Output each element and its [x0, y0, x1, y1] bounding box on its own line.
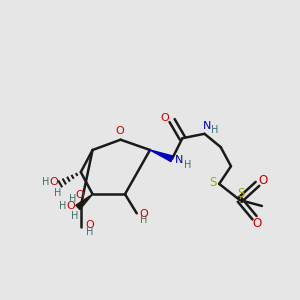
- Text: O: O: [49, 177, 58, 188]
- Text: O: O: [253, 217, 262, 230]
- Text: H: H: [71, 211, 79, 221]
- Text: N: N: [175, 155, 184, 165]
- Text: O: O: [66, 201, 75, 211]
- Polygon shape: [150, 150, 173, 162]
- Text: H: H: [184, 160, 191, 170]
- Text: H: H: [211, 125, 218, 135]
- Polygon shape: [76, 194, 93, 210]
- Text: H: H: [69, 194, 76, 204]
- Text: O: O: [75, 190, 84, 200]
- Text: H: H: [42, 177, 49, 188]
- Text: O: O: [85, 220, 94, 230]
- Text: S: S: [238, 187, 245, 200]
- Text: S: S: [210, 176, 217, 189]
- Text: H: H: [59, 201, 66, 211]
- Text: H: H: [140, 215, 148, 225]
- Text: O: O: [140, 209, 148, 219]
- Text: O: O: [116, 126, 124, 136]
- Text: O: O: [258, 174, 267, 187]
- Text: H: H: [54, 188, 61, 198]
- Text: N: N: [202, 122, 211, 131]
- Text: H: H: [86, 227, 93, 237]
- Text: O: O: [160, 113, 169, 123]
